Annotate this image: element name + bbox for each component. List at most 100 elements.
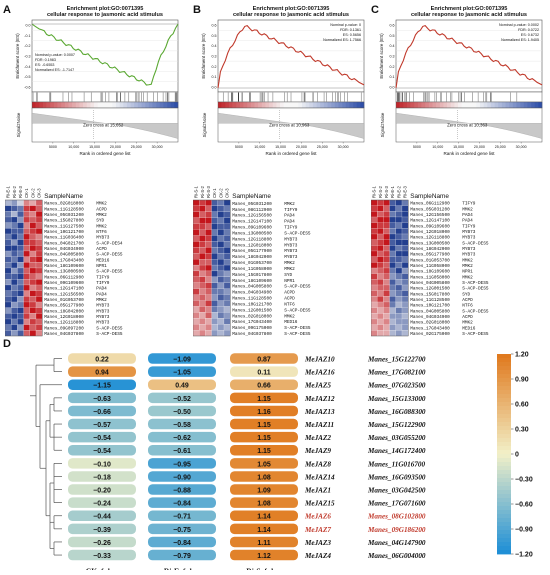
heatmap-cell [205, 235, 212, 242]
heatmap-gene-id: Manes_11G128500 [44, 207, 84, 212]
heatmap-cell [29, 216, 37, 223]
heatmap-cell [389, 239, 396, 246]
heatmap-cell [205, 294, 212, 301]
heatmap-cell [23, 222, 30, 229]
heatmap-cell [205, 276, 212, 283]
value-label: 0.49 [175, 383, 189, 390]
heatmap-cell [29, 324, 37, 331]
value-cell: −0.20 [68, 484, 136, 495]
heatmap-gene-id: Manes_08G112900 [232, 208, 272, 213]
heatmap-gene-id: Manes_11G036400 [44, 236, 84, 241]
heatmap-cell [193, 276, 200, 283]
legend-tick-label: −0.90 [515, 527, 533, 534]
es-ytick: 0.6 [390, 24, 395, 28]
heatmap-column-label: Ri-E-2 [396, 185, 401, 198]
heatmap-cell [199, 211, 206, 218]
rank-gradient-cell [454, 102, 459, 108]
gsea-stat: Nominal p-value: 0.0002 [499, 23, 539, 27]
heatmap-gene-id: Manes_04G034900 [232, 291, 272, 296]
heatmap-gene-name: MYB73 [284, 237, 298, 242]
value-pill [148, 392, 216, 404]
gsea-stat: FDR: 0.1983 [35, 58, 56, 62]
value-pill [68, 523, 136, 535]
heatmap-cell [205, 241, 212, 248]
gene-id: Manes_06G004000 [367, 552, 426, 560]
heatmap-gene-name: S-ACP-DES5 [462, 287, 489, 292]
value-pill [148, 418, 216, 430]
es-ytick: 0.3 [390, 55, 395, 59]
heatmap-column-label: CK-2 [218, 188, 223, 198]
heatmap-cell [383, 233, 390, 240]
heatmap-gene-id: Manes_12G156500 [410, 213, 450, 218]
heatmap-cell [11, 307, 18, 314]
heatmap-gene-name: S-ACP-DES5 [96, 270, 123, 275]
rank-gradient-cell [167, 102, 171, 108]
legend-gradient-cell [497, 370, 511, 375]
gene-id: Manes_11G016700 [367, 460, 426, 468]
heatmap-cell [23, 313, 30, 320]
value-label: −0.54 [93, 448, 111, 455]
heatmap-cell [377, 228, 384, 235]
heatmap-cell [377, 318, 384, 325]
rank-gradient-cell [291, 102, 295, 108]
heatmap-svg: Ri-S-1 Ri-S-2 Ri-S-3 CK-1 CK-2 CK-3 SampleName… [193, 185, 311, 337]
heatmap-cell [211, 312, 218, 319]
heatmap-cell [193, 300, 200, 307]
heatmap-gene-id: Manes_06G112900 [410, 202, 450, 207]
heatmap-cell [389, 284, 396, 291]
es-ytick: 0.1 [390, 75, 395, 79]
heatmap-cell [5, 233, 12, 240]
heatmap-cell [11, 296, 18, 303]
gene-name: MeJAZ9 [304, 447, 331, 455]
heatmap-cell [377, 199, 384, 206]
heatmap-cell [223, 282, 231, 289]
heatmap-cell [211, 300, 218, 307]
gsea-plot-b: Enrichment plot:GO:0071395 cellular respo… [200, 4, 368, 164]
rank-gradient-cell [119, 102, 124, 108]
heatmap-gene-id: Manes_10G121700 [410, 304, 450, 309]
heatmap-cell [199, 300, 206, 307]
heatmap-cell [401, 290, 409, 297]
rank-gradient-cell [520, 102, 525, 108]
heatmap-cell [383, 250, 390, 257]
heatmap-gene-name: MMK2 [96, 224, 107, 229]
legend-gradient-cell [497, 426, 511, 431]
heatmap-cell [17, 250, 24, 257]
rank-gradient-cell [465, 102, 470, 108]
value-cell: −0.26 [68, 536, 136, 548]
heatmap-cell [377, 279, 384, 286]
heatmap-gene-name: S-ACP-DES5 [462, 241, 489, 246]
heatmap-cell [383, 296, 390, 303]
heatmap-cell [401, 307, 409, 314]
heatmap-cell [217, 318, 225, 325]
heatmap-cell [17, 245, 24, 252]
heatmap-cell [35, 284, 43, 291]
heatmap-cell [371, 245, 378, 252]
heatmap-cell [377, 296, 384, 303]
value-cell: −0.52 [148, 392, 216, 404]
legend-gradient-cell [497, 418, 511, 423]
legend-gradient-cell [497, 358, 511, 363]
rank-gradient-cell [276, 102, 281, 108]
heatmap-gene-name: MED16 [96, 258, 110, 263]
heatmap-cell [395, 267, 403, 274]
heatmap-gene-name: MED16 [284, 320, 298, 325]
heatmap-gene-name: S-ACP-DES5 [96, 253, 123, 258]
value-label: 1.14 [257, 527, 271, 534]
heatmap-cell [35, 301, 43, 308]
heatmap-cell [17, 239, 24, 246]
value-pill [230, 431, 298, 443]
xtick-label: 20,000 [474, 145, 485, 149]
heatmap-cell [211, 247, 218, 254]
heatmap-gene-name: S-ACP-DES5 [284, 231, 311, 236]
heatmap-cell [377, 307, 384, 314]
heatmap-cell [205, 259, 212, 266]
heatmap-cell [401, 239, 409, 246]
heatmap-c: Ri-S-1 Ri-S-2 Ri-S-3 Ri-E-1 Ri-E-2 Ri-E-3 Samp… [371, 176, 543, 338]
heatmap-cell [35, 267, 43, 274]
gsea-title: Enrichment plot:GO:0071395 [67, 6, 144, 12]
heatmap-cell [395, 199, 403, 206]
heatmap-cell [29, 205, 37, 212]
xtick-label: 25,000 [131, 145, 142, 149]
heatmap-cell [5, 256, 12, 263]
